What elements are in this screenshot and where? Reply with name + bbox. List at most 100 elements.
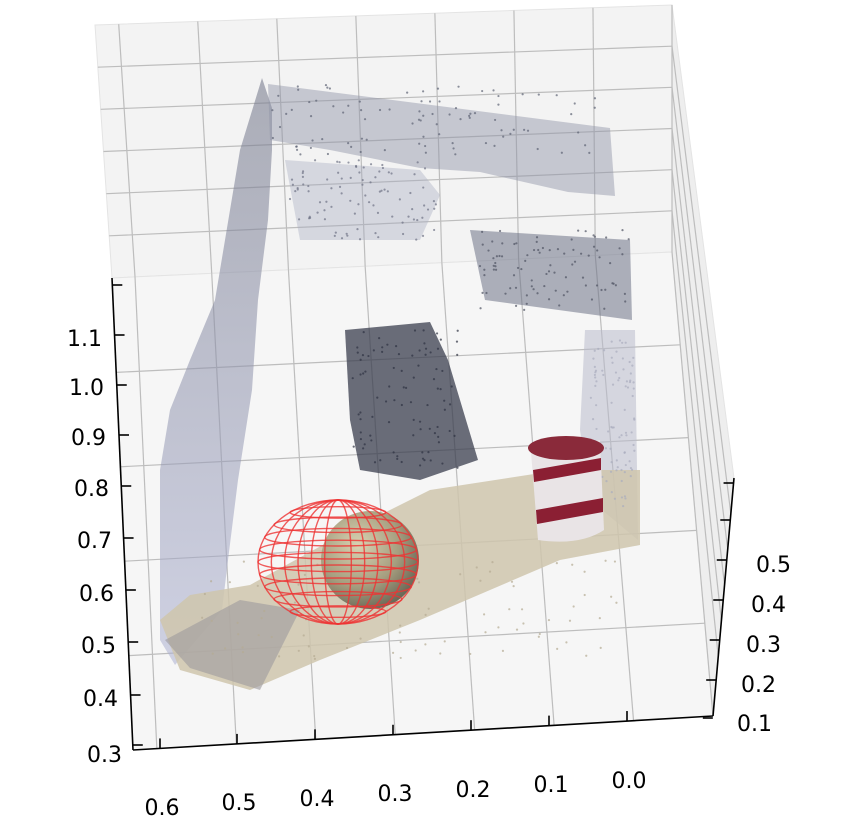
cloud-point xyxy=(483,268,486,271)
cloud-point xyxy=(260,617,263,620)
cloud-point xyxy=(426,208,430,211)
cloud-point xyxy=(494,265,497,268)
cloud-point xyxy=(409,401,413,404)
cloud-point xyxy=(436,425,439,429)
cloud-point xyxy=(392,366,395,370)
cloud-point xyxy=(591,418,595,421)
cloud-point xyxy=(323,218,327,221)
x-tick-label: 0.6 xyxy=(145,796,180,821)
cloud-point xyxy=(337,171,340,174)
dark-box-points xyxy=(345,322,478,480)
cloud-point xyxy=(419,428,422,431)
cloud-point xyxy=(360,109,363,112)
sphere-parallel xyxy=(289,605,387,619)
cloud-point xyxy=(535,236,539,239)
cloud-point xyxy=(443,399,446,402)
cup-stripe-bottom xyxy=(536,498,603,524)
cloud-point xyxy=(616,466,619,469)
cloud-point xyxy=(577,229,580,232)
cloud-point xyxy=(201,616,204,619)
cloud-point xyxy=(530,285,533,288)
cloud-point xyxy=(573,260,577,263)
cloud-point xyxy=(398,631,401,634)
cloud-point xyxy=(373,461,377,464)
cloud-point xyxy=(358,171,361,174)
cloud-point xyxy=(424,643,427,646)
cloud-point xyxy=(620,434,623,437)
cloud-point xyxy=(293,601,297,604)
cloud-point xyxy=(359,150,362,154)
cloud-point xyxy=(485,291,488,295)
cloud-point xyxy=(313,159,317,162)
cloud-point xyxy=(610,595,613,598)
cloud-point xyxy=(600,288,603,292)
cloud-point xyxy=(435,123,438,126)
cloud-point xyxy=(321,137,324,141)
cloud-point xyxy=(426,403,429,407)
cloud-point xyxy=(359,358,362,361)
y-axis-line xyxy=(712,477,735,717)
cloud-point xyxy=(520,608,524,611)
cloud-point xyxy=(497,626,500,629)
cup-rim xyxy=(528,436,604,460)
cloud-point xyxy=(278,655,281,658)
cloud-point xyxy=(297,88,300,91)
cloud-point xyxy=(364,194,367,197)
z-tick-label: 1.0 xyxy=(69,376,104,401)
cloud-point xyxy=(448,113,451,116)
cloud-point xyxy=(433,207,436,210)
cloud-point xyxy=(623,495,627,498)
cloud-point xyxy=(538,251,541,254)
cloud-point xyxy=(297,583,300,586)
cloud-point xyxy=(418,142,421,145)
tick-marks xyxy=(112,284,734,749)
cloud-point xyxy=(323,209,326,212)
sphere-parallel xyxy=(257,551,419,573)
z-tick-labels: 0.3 0.4 0.5 0.6 0.7 0.8 0.9 1.0 1.1 xyxy=(67,327,122,768)
cloud-point xyxy=(415,238,418,241)
cloud-point xyxy=(455,340,459,343)
cloud-point xyxy=(309,146,312,150)
grid-line xyxy=(671,210,719,657)
cloud-point xyxy=(581,276,585,279)
cloud-point xyxy=(363,443,366,446)
cloud-point xyxy=(424,353,427,356)
cloud-point xyxy=(299,153,302,156)
cloud-point xyxy=(621,229,624,232)
cloud-point xyxy=(363,118,367,121)
cloud-point xyxy=(526,254,529,257)
cloud-point xyxy=(353,212,356,215)
cloud-point xyxy=(295,145,298,148)
cloud-point xyxy=(614,371,618,374)
sphere-wireframe xyxy=(257,499,419,625)
x-tick-labels: 0.6 0.5 0.4 0.3 0.2 0.1 0.0 xyxy=(145,769,647,821)
cloud-point xyxy=(473,112,477,115)
cloud-point xyxy=(347,142,350,145)
left-wall-points xyxy=(160,78,272,665)
back-wall-band xyxy=(268,84,615,196)
cloud-point xyxy=(479,307,482,310)
cloud-point xyxy=(501,242,504,245)
cloud-point xyxy=(378,190,381,193)
grid-line xyxy=(106,169,673,195)
z-tick-label: 0.7 xyxy=(77,529,112,554)
cloud-point xyxy=(203,592,206,596)
cloud-point xyxy=(342,111,345,114)
cloud-point xyxy=(623,471,626,474)
cloud-point xyxy=(423,167,427,170)
cloud-point xyxy=(469,112,472,115)
cloud-point xyxy=(459,118,462,121)
cloud-point xyxy=(435,367,438,371)
cloud-point xyxy=(422,114,425,117)
cloud-point xyxy=(411,354,414,357)
cloud-point xyxy=(554,289,557,292)
cloud-point xyxy=(388,108,391,111)
cloud-point xyxy=(604,559,607,562)
cloud-point xyxy=(399,640,402,644)
cloud-point xyxy=(401,221,404,224)
cloud-point xyxy=(417,364,420,367)
cloud-point xyxy=(228,581,231,584)
cloud-point xyxy=(564,276,568,279)
cloud-point xyxy=(427,607,430,610)
cloud-point xyxy=(602,373,605,377)
